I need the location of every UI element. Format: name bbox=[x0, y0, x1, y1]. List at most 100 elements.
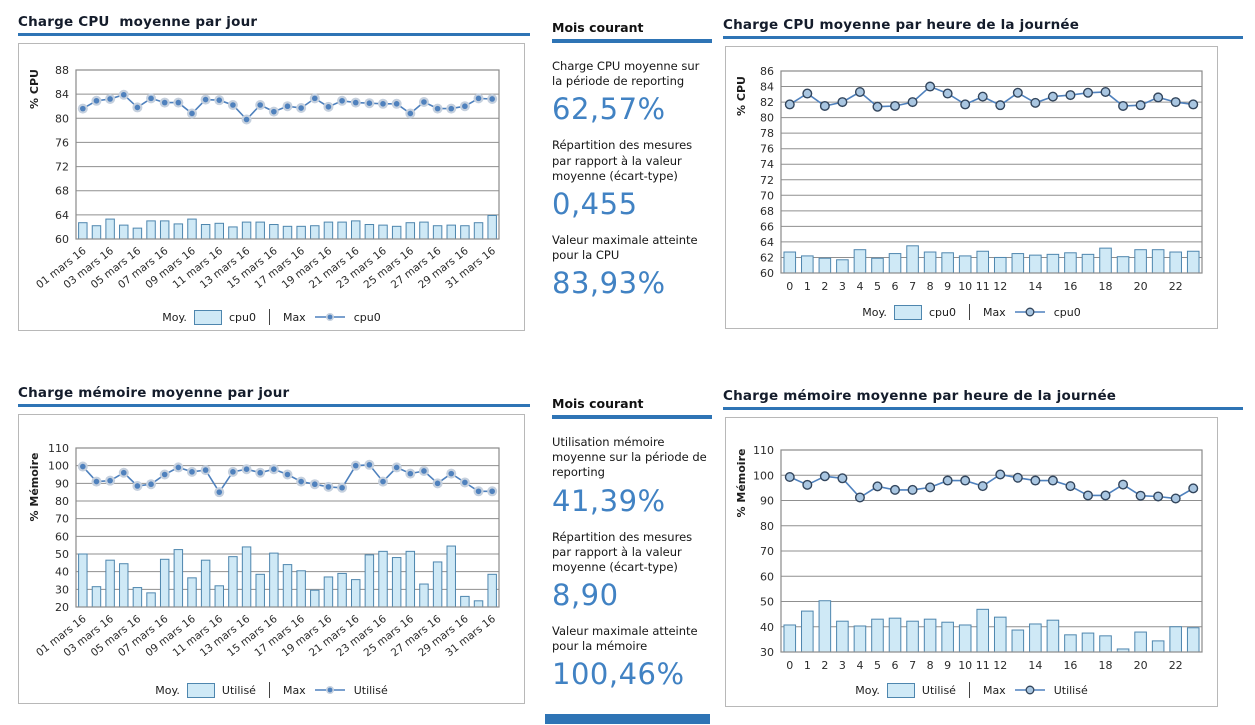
chart-title: Charge CPU moyenne par heure de la journ… bbox=[723, 17, 1080, 33]
chart-legend: Moy. cpu0 Max cpu0 bbox=[19, 309, 524, 325]
svg-text:12: 12 bbox=[993, 280, 1007, 293]
svg-text:88: 88 bbox=[55, 64, 69, 77]
chart-title: Charge mémoire moyenne par heure de la j… bbox=[723, 388, 1117, 404]
legend-separator bbox=[268, 682, 270, 698]
chart-legend: Moy. cpu0 Max cpu0 bbox=[726, 304, 1217, 320]
stat-item: Répartition des mesures par rapport à la… bbox=[552, 530, 712, 613]
svg-text:30: 30 bbox=[55, 583, 69, 596]
title-underline bbox=[723, 36, 1243, 39]
svg-text:90: 90 bbox=[55, 477, 69, 490]
stats-header: Mois courant bbox=[552, 20, 644, 35]
stats-underline bbox=[552, 415, 712, 419]
svg-text:84: 84 bbox=[760, 81, 774, 94]
svg-text:14: 14 bbox=[1028, 659, 1042, 672]
svg-text:10: 10 bbox=[958, 659, 972, 672]
stat-item: Valeur maximale atteinte pour la CPU 83,… bbox=[552, 233, 712, 300]
svg-text:6: 6 bbox=[892, 659, 899, 672]
svg-text:% CPU: % CPU bbox=[28, 69, 41, 109]
svg-text:7: 7 bbox=[909, 659, 916, 672]
legend-max-series: Utilisé bbox=[1053, 683, 1088, 697]
svg-text:18: 18 bbox=[1099, 280, 1113, 293]
chart-legend: Moy. Utilisé Max Utilisé bbox=[19, 682, 524, 698]
chart-cpu-per-day: Charge CPU moyenne par jour 88 84 80 76 72 68… bbox=[18, 14, 530, 331]
stats-underline bbox=[552, 39, 712, 43]
stat-item: Répartition des mesures par rapport à la… bbox=[552, 138, 712, 221]
stat-value: 8,90 bbox=[552, 578, 619, 613]
legend-max-label: Max bbox=[982, 683, 1006, 697]
svg-text:30: 30 bbox=[760, 646, 774, 659]
svg-text:70: 70 bbox=[760, 545, 774, 558]
legend-line-marker-icon bbox=[1014, 307, 1045, 317]
stat-label: Charge CPU moyenne sur la période de rep… bbox=[552, 59, 700, 89]
svg-text:7: 7 bbox=[909, 280, 916, 293]
svg-text:50: 50 bbox=[760, 596, 774, 609]
legend-moy-label: Moy. bbox=[862, 305, 887, 319]
svg-text:70: 70 bbox=[55, 513, 69, 526]
svg-text:11: 11 bbox=[976, 659, 990, 672]
svg-text:11: 11 bbox=[976, 280, 990, 293]
legend-separator bbox=[268, 309, 270, 325]
svg-text:60: 60 bbox=[760, 267, 774, 280]
svg-text:90: 90 bbox=[760, 495, 774, 508]
stat-label: Répartition des mesures par rapport à la… bbox=[552, 138, 693, 183]
svg-text:76: 76 bbox=[760, 143, 774, 156]
stats-cpu: Mois courant Charge CPU moyenne sur la p… bbox=[552, 20, 712, 312]
stat-label: Utilisation mémoire moyenne sur la pério… bbox=[552, 435, 707, 480]
svg-text:22: 22 bbox=[1169, 280, 1183, 293]
footer-bar bbox=[545, 714, 710, 724]
svg-text:84: 84 bbox=[55, 88, 69, 101]
legend-max-series: Utilisé bbox=[353, 683, 388, 697]
chart-panel: 110 100 90 80 70 60 50 40 30 0 1 2 3 4 5 6 7 8 9 10 11 12 14 16… bbox=[725, 417, 1218, 707]
svg-text:9: 9 bbox=[944, 659, 951, 672]
legend-moy-series: Utilisé bbox=[221, 683, 256, 697]
svg-text:50: 50 bbox=[55, 548, 69, 561]
svg-text:% CPU: % CPU bbox=[735, 76, 748, 116]
stat-label: Répartition des mesures par rapport à la… bbox=[552, 529, 693, 574]
legend-moy-series: cpu0 bbox=[228, 310, 256, 324]
svg-text:100: 100 bbox=[48, 460, 69, 473]
legend-max-label: Max bbox=[282, 310, 306, 324]
stat-label: Valeur maximale atteinte pour la mémoire bbox=[552, 624, 698, 654]
title-underline bbox=[723, 407, 1243, 410]
svg-text:60: 60 bbox=[760, 570, 774, 583]
legend-max-series: cpu0 bbox=[353, 310, 381, 324]
svg-text:2: 2 bbox=[821, 659, 828, 672]
legend-moy-label: Moy. bbox=[855, 683, 880, 697]
svg-text:10: 10 bbox=[958, 280, 972, 293]
svg-text:80: 80 bbox=[55, 495, 69, 508]
svg-text:40: 40 bbox=[55, 566, 69, 579]
svg-text:16: 16 bbox=[1063, 659, 1077, 672]
svg-text:12: 12 bbox=[993, 659, 1007, 672]
svg-text:72: 72 bbox=[55, 161, 69, 174]
legend-line-marker-icon bbox=[314, 313, 345, 321]
svg-text:20: 20 bbox=[1134, 280, 1148, 293]
title-underline bbox=[18, 404, 530, 407]
svg-text:68: 68 bbox=[55, 185, 69, 198]
svg-text:110: 110 bbox=[753, 444, 774, 457]
svg-text:82: 82 bbox=[760, 96, 774, 109]
svg-text:72: 72 bbox=[760, 174, 774, 187]
svg-text:9: 9 bbox=[944, 280, 951, 293]
svg-text:66: 66 bbox=[760, 220, 774, 233]
legend-moy-series: Utilisé bbox=[921, 683, 956, 697]
legend-bar-swatch-icon bbox=[193, 309, 222, 325]
legend-bar-swatch-icon bbox=[186, 682, 215, 698]
svg-text:5: 5 bbox=[874, 659, 881, 672]
svg-text:78: 78 bbox=[760, 127, 774, 140]
stat-label: Valeur maximale atteinte pour la CPU bbox=[552, 232, 698, 263]
svg-text:20: 20 bbox=[1134, 659, 1148, 672]
chart-memory-per-day: Charge mémoire moyenne par jour 110 100 90… bbox=[18, 385, 530, 704]
svg-text:68: 68 bbox=[760, 205, 774, 218]
svg-text:62: 62 bbox=[760, 251, 774, 264]
svg-text:3: 3 bbox=[839, 659, 846, 672]
svg-text:0: 0 bbox=[786, 659, 793, 672]
legend-separator bbox=[968, 304, 970, 320]
legend-max-label: Max bbox=[282, 683, 306, 697]
svg-text:80: 80 bbox=[760, 112, 774, 125]
svg-text:64: 64 bbox=[55, 209, 69, 222]
chart-panel: 86 84 82 80 78 76 74 72 70 68 66 64 62 60 0 1 2 3 4 5 6 7 8 9 10… bbox=[725, 46, 1218, 329]
stat-value: 0,455 bbox=[552, 186, 638, 221]
stat-value: 100,46% bbox=[552, 657, 685, 692]
